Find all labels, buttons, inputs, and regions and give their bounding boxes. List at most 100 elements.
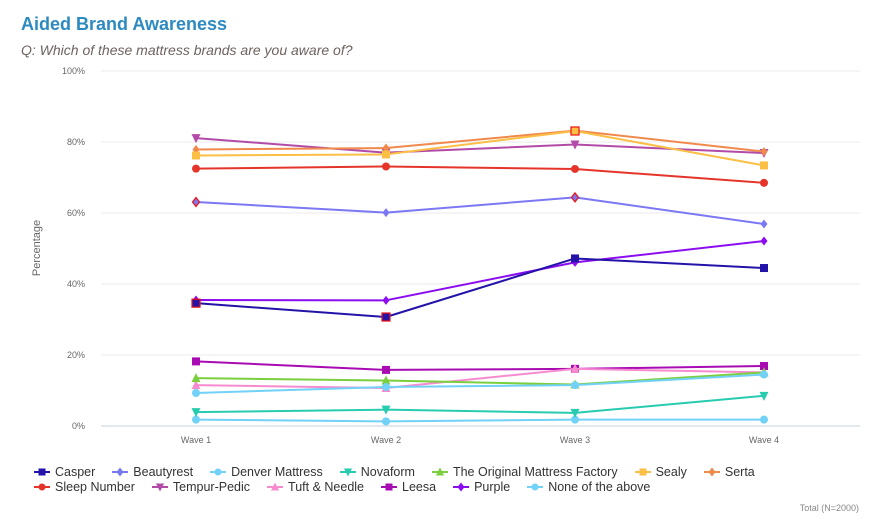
data-point[interactable]	[571, 254, 579, 263]
chart-subtitle: Q: Which of these mattress brands are yo…	[21, 42, 353, 58]
data-point[interactable]	[382, 162, 390, 171]
legend-item[interactable]: Casper	[34, 465, 95, 479]
data-point[interactable]	[191, 373, 201, 383]
series-novaform	[191, 391, 769, 418]
series-none-of-the-above	[192, 415, 768, 426]
legend-marker[interactable]	[385, 483, 393, 491]
data-point[interactable]	[760, 161, 768, 170]
legend-marker[interactable]	[116, 467, 124, 477]
x-tick-label: Wave 4	[749, 435, 779, 445]
legend-item[interactable]: Denver Mattress	[210, 465, 323, 479]
legend-marker-icon	[453, 482, 470, 492]
data-point[interactable]	[191, 380, 201, 390]
data-point[interactable]	[382, 143, 390, 153]
legend-marker[interactable]	[435, 467, 444, 476]
data-point[interactable]	[760, 264, 768, 273]
legend-item[interactable]: Purple	[453, 480, 510, 494]
legend-marker[interactable]	[531, 483, 539, 491]
series-serta	[192, 126, 768, 157]
data-point[interactable]	[382, 150, 390, 159]
data-point[interactable]	[191, 196, 201, 208]
data-point[interactable]	[570, 140, 580, 150]
y-axis-title: Percentage	[31, 220, 43, 276]
series-line	[195, 240, 765, 302]
data-point[interactable]	[571, 164, 579, 173]
y-tick-label: 0%	[72, 421, 85, 431]
legend-marker-icon	[210, 468, 227, 476]
legend-marker[interactable]	[38, 483, 46, 491]
data-point[interactable]	[760, 147, 768, 157]
data-point[interactable]	[192, 415, 200, 424]
data-point[interactable]	[382, 208, 390, 218]
data-point[interactable]	[382, 382, 390, 391]
legend-marker[interactable]	[214, 468, 222, 476]
y-axis-ticks: 0% 20% 40% 60% 80% 100%	[62, 66, 85, 431]
data-point[interactable]	[570, 126, 580, 136]
legend-marker[interactable]	[155, 483, 164, 492]
legend-label: Tempur-Pedic	[172, 480, 251, 494]
legend-marker-icon	[151, 483, 168, 492]
legend-marker[interactable]	[343, 468, 352, 477]
legend-label: Novaform	[360, 465, 415, 479]
legend-marker[interactable]	[457, 482, 465, 492]
series-line	[195, 129, 765, 167]
data-point[interactable]	[760, 362, 768, 371]
data-point[interactable]	[382, 417, 390, 426]
legend-item[interactable]: Serta	[703, 465, 755, 479]
data-point[interactable]	[192, 388, 200, 397]
y-tick-label: 20%	[67, 350, 85, 360]
data-point[interactable]	[571, 381, 579, 390]
data-point[interactable]	[760, 219, 768, 229]
data-point[interactable]	[191, 298, 201, 308]
series-line	[195, 371, 765, 386]
data-point[interactable]	[760, 178, 768, 187]
legend-marker[interactable]	[639, 468, 647, 476]
legend-label: None of the above	[548, 480, 651, 494]
legend-label: Casper	[55, 465, 96, 479]
data-point[interactable]	[191, 134, 201, 144]
data-point[interactable]	[381, 375, 391, 385]
legend-label: Serta	[724, 465, 755, 479]
data-point[interactable]	[382, 295, 390, 305]
series-line	[195, 360, 765, 371]
legend-item[interactable]: Novaform	[339, 465, 415, 479]
legend-marker[interactable]	[708, 467, 716, 477]
data-point[interactable]	[381, 405, 391, 415]
data-point[interactable]	[570, 191, 580, 203]
data-point[interactable]	[382, 365, 390, 374]
legend-label: Tuft & Needle	[288, 480, 364, 494]
series-casper	[191, 254, 768, 322]
data-point[interactable]	[192, 357, 200, 366]
legend-item[interactable]: The Original Mattress Factory	[431, 465, 618, 479]
data-point[interactable]	[192, 151, 200, 160]
legend-label: Beautyrest	[133, 465, 194, 479]
y-tick-label: 80%	[67, 137, 85, 147]
data-point[interactable]	[760, 236, 768, 246]
series-line	[195, 418, 764, 423]
legend-marker-icon	[431, 467, 448, 476]
data-point[interactable]	[570, 363, 580, 373]
data-point[interactable]	[381, 312, 391, 322]
data-point[interactable]	[192, 164, 200, 173]
legend-marker[interactable]	[271, 482, 280, 491]
legend-marker-icon	[634, 468, 651, 476]
footnote-sample-size: Total (N=2000)	[799, 503, 859, 513]
legend-item[interactable]: Sleep Number	[34, 480, 135, 494]
data-point[interactable]	[759, 391, 769, 401]
legend-item[interactable]: Tempur-Pedic	[151, 480, 251, 494]
series-line	[195, 165, 765, 184]
data-point[interactable]	[191, 408, 201, 418]
data-point[interactable]	[571, 415, 579, 424]
x-tick-label: Wave 3	[560, 435, 590, 445]
data-point[interactable]	[760, 415, 768, 424]
legend-item[interactable]: Beautyrest	[112, 465, 193, 479]
legend-marker-icon	[381, 483, 397, 491]
legend-item[interactable]: Tuft & Needle	[267, 480, 364, 494]
data-point[interactable]	[760, 370, 768, 379]
legend-item[interactable]: Leesa	[381, 480, 436, 494]
legend-item[interactable]: Sealy	[634, 465, 687, 479]
legend-item[interactable]: None of the above	[527, 480, 650, 494]
legend-label: The Original Mattress Factory	[452, 465, 618, 479]
legend-marker[interactable]	[38, 468, 46, 476]
data-point[interactable]	[570, 408, 580, 418]
